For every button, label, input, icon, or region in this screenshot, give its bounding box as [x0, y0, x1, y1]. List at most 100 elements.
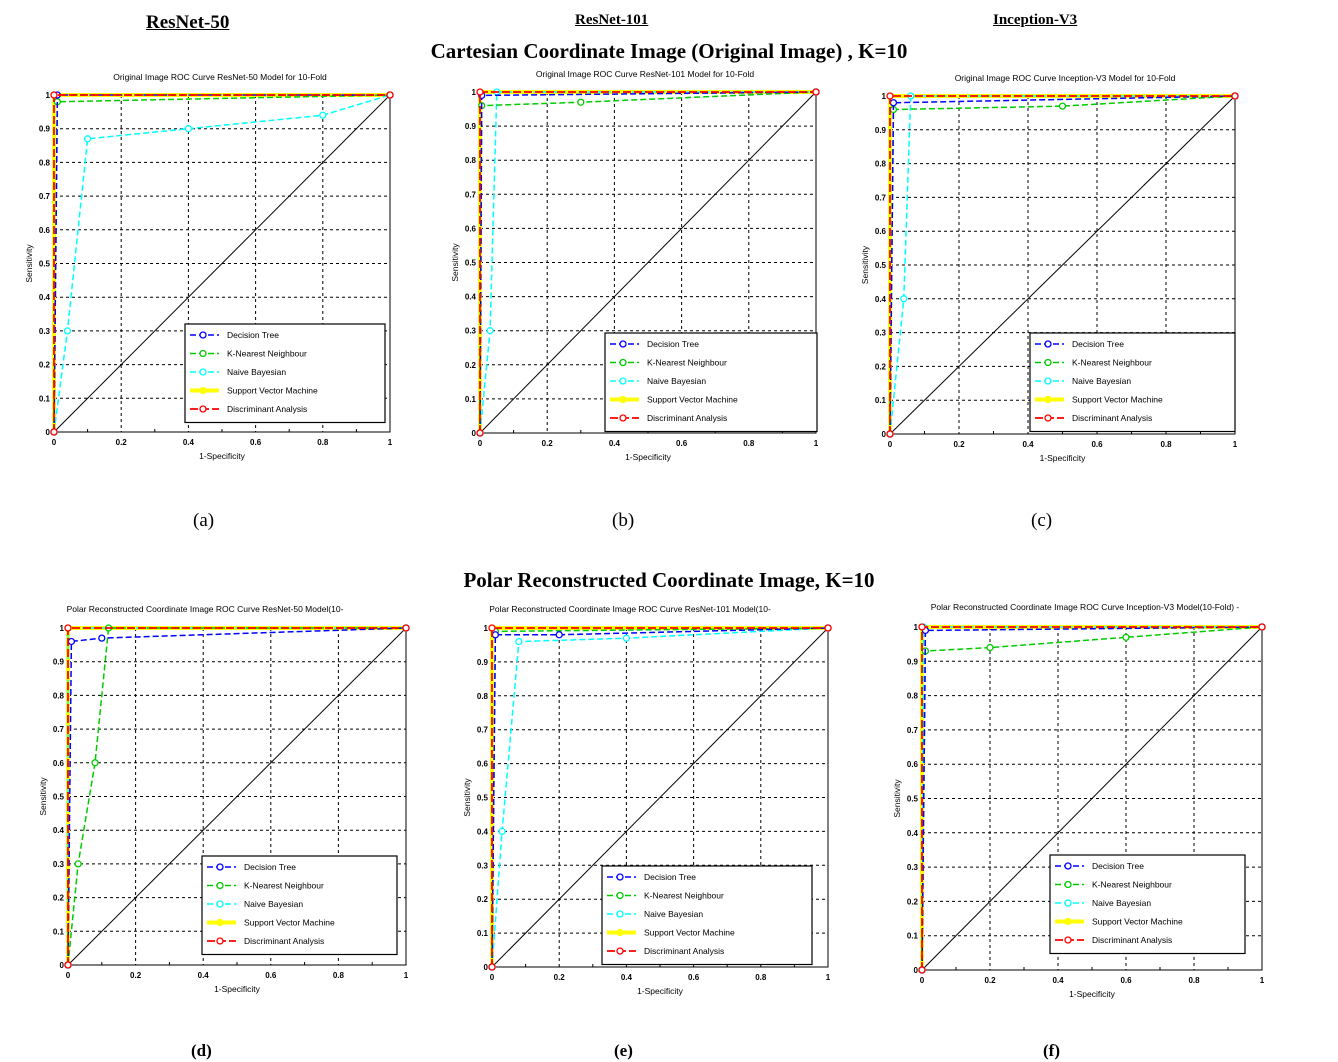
caption-f: (f) [1043, 1041, 1060, 1060]
legend-marker-discriminant-analysis [1064, 936, 1072, 944]
legend-marker-support-vector-machine [199, 386, 207, 395]
legend-label-support-vector-machine: Support Vector Machine [1092, 917, 1183, 927]
x-tick-label: 0.6 [265, 971, 277, 980]
series-line-decision-tree [67, 627, 407, 966]
x-tick-label: 0 [920, 976, 925, 985]
legend-label-naive-bayesian: Naive Bayesian [644, 909, 703, 919]
y-tick-label: 0 [60, 961, 65, 970]
legend-marker-k-nearest-neighbour [619, 358, 627, 367]
x-tick-label: 0.2 [554, 973, 566, 982]
y-tick-label: 0.3 [907, 863, 919, 872]
legend-marker-decision-tree [216, 863, 224, 871]
legend-label-naive-bayesian: Naive Bayesian [647, 376, 706, 386]
y-tick-label: 0.9 [53, 658, 65, 667]
x-tick-label: 0.8 [1160, 440, 1172, 449]
y-tick-label: 0.9 [907, 657, 919, 666]
legend-label-support-vector-machine: Support Vector Machine [227, 386, 318, 396]
data-point-naive-bayesian [622, 634, 631, 642]
data-point-discriminant-analysis [50, 428, 58, 436]
data-point-discriminant-analysis [476, 429, 484, 437]
y-tick-label: 0 [882, 430, 887, 439]
data-point-discriminant-analysis [64, 624, 72, 632]
data-point-discriminant-analysis [918, 623, 926, 631]
data-point-decision-tree [67, 637, 76, 646]
data-point-naive-bayesian [486, 327, 494, 335]
legend-marker-support-vector-machine [1044, 395, 1052, 404]
diagonal-reference-line [889, 95, 1236, 435]
legend-box [1029, 332, 1236, 433]
y-tick-label: 0.5 [875, 261, 887, 270]
y-tick-label: 0.2 [907, 897, 919, 906]
diagonal-reference-line [491, 627, 829, 968]
legend-label-support-vector-machine: Support Vector Machine [1072, 395, 1163, 405]
y-tick-label: 0.3 [465, 327, 477, 336]
x-axis-label: 1-Specificity [625, 452, 672, 462]
y-axis-label: Sensitivity [860, 245, 870, 284]
legend-marker-naive-bayesian [1064, 899, 1072, 907]
y-tick-label: 0 [484, 963, 489, 972]
y-tick-label: 0.4 [477, 827, 489, 836]
legend-marker-discriminant-analysis [199, 405, 207, 413]
legend-marker-naive-bayesian [216, 900, 224, 908]
data-point-naive-bayesian [498, 827, 506, 836]
y-tick-label: 0.5 [907, 795, 919, 804]
y-tick-label: 0.3 [477, 861, 489, 870]
caption-d: (d) [191, 1041, 212, 1060]
y-tick-label: 0.4 [907, 829, 919, 838]
chart-title: Polar Reconstructed Coordinate Image ROC… [931, 602, 1240, 612]
data-point-discriminant-analysis [488, 624, 496, 632]
y-axis-label: Sensitivity [38, 777, 48, 816]
legend-label-support-vector-machine: Support Vector Machine [647, 395, 738, 405]
y-tick-label: 0.7 [53, 725, 65, 734]
y-tick-label: 0.8 [465, 156, 477, 165]
legend-label-decision-tree: Decision Tree [1092, 861, 1144, 871]
y-tick-label: 0.8 [477, 692, 489, 701]
legend-label-naive-bayesian: Naive Bayesian [227, 367, 286, 377]
y-tick-label: 0.5 [477, 794, 489, 803]
data-point-discriminant-analysis [64, 961, 72, 969]
legend-label-naive-bayesian: Naive Bayesian [1092, 898, 1151, 908]
data-point-discriminant-analysis [886, 92, 894, 100]
y-tick-label: 0.1 [907, 932, 919, 941]
x-tick-label: 0.6 [688, 973, 700, 982]
y-tick-label: 0.1 [39, 394, 51, 403]
x-axis-label: 1-Specificity [1069, 989, 1116, 999]
x-tick-label: 1 [814, 439, 819, 448]
roc-chart-b: Original Image ROC Curve ResNet-101 Mode… [450, 69, 820, 462]
x-tick-label: 0.6 [250, 438, 262, 447]
legend-marker-k-nearest-neighbour [199, 349, 207, 358]
y-tick-label: 1 [484, 624, 489, 633]
x-tick-label: 0.2 [542, 439, 554, 448]
chart-title: Original Image ROC Curve ResNet-101 Mode… [536, 69, 755, 79]
x-tick-label: 0.4 [1052, 976, 1064, 985]
y-tick-label: 0.4 [465, 293, 477, 302]
data-point-decision-tree [491, 631, 500, 639]
data-point-discriminant-analysis [402, 624, 410, 632]
legend-label-discriminant-analysis: Discriminant Analysis [244, 936, 324, 946]
legend-marker-k-nearest-neighbour [216, 881, 224, 890]
legend-marker-decision-tree [199, 331, 207, 339]
y-tick-label: 0.8 [53, 691, 65, 700]
data-point-discriminant-analysis [476, 88, 484, 96]
x-tick-label: 0.8 [1188, 976, 1200, 985]
y-axis-label: Sensitivity [450, 243, 460, 282]
roc-chart-d: Polar Reconstructed Coordinate Image ROC… [38, 604, 410, 994]
data-point-naive-bayesian [515, 637, 523, 646]
legend-box [1049, 854, 1246, 955]
caption-e: (e) [614, 1041, 633, 1060]
x-axis-label: 1-Specificity [214, 984, 261, 994]
legend-marker-support-vector-machine [216, 918, 224, 927]
x-tick-label: 0.4 [609, 439, 621, 448]
legend-label-k-nearest-neighbour: K-Nearest Neighbour [1092, 880, 1172, 890]
y-axis-label: Sensitivity [24, 244, 34, 283]
legend-label-discriminant-analysis: Discriminant Analysis [647, 413, 727, 423]
y-tick-label: 0.8 [907, 692, 919, 701]
series-line-k-nearest-neighbour [67, 627, 406, 966]
y-tick-label: 0.6 [39, 226, 51, 235]
legend-label-decision-tree: Decision Tree [1072, 339, 1124, 349]
x-tick-label: 0.2 [130, 971, 142, 980]
x-tick-label: 0.6 [1120, 976, 1132, 985]
y-tick-label: 1 [60, 624, 65, 633]
y-tick-label: 0 [472, 429, 477, 438]
y-tick-label: 0.5 [465, 259, 477, 268]
